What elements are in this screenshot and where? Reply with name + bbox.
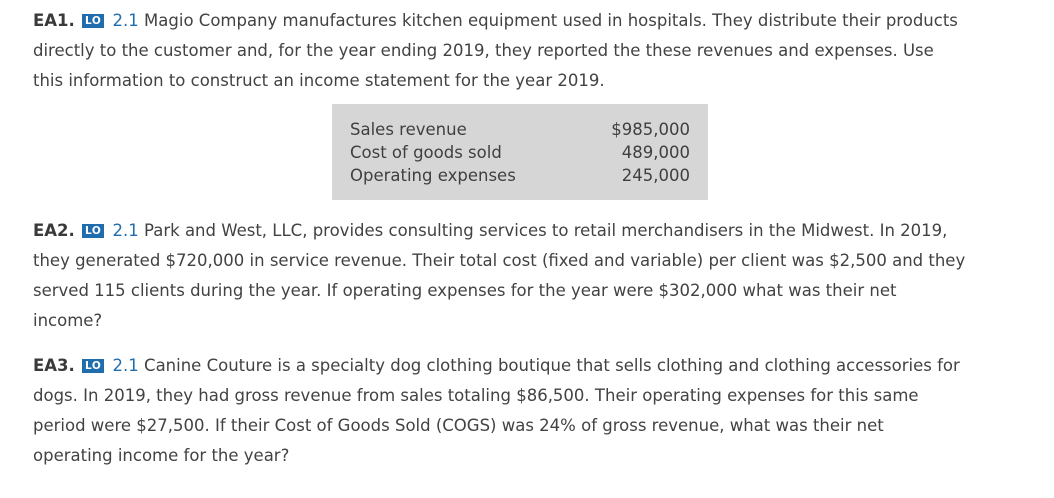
exercise-ea1-line-1: EA1. LO 2.1 Magio Company manufactures k… xyxy=(33,6,1023,36)
exercise-ea3: EA3. LO 2.1 Canine Couture is a specialt… xyxy=(33,351,1023,471)
exercise-id: EA3. xyxy=(33,356,75,375)
exercise-ea2-line-1: EA2. LO 2.1 Park and West, LLC, provides… xyxy=(33,216,1023,246)
exercise-id: EA2. xyxy=(33,221,75,240)
exercise-id: EA1. xyxy=(33,11,75,30)
exercise-text: Park and West, LLC, provides consulting … xyxy=(144,221,948,240)
exercise-ea1-line-2: directly to the customer and, for the ye… xyxy=(33,41,934,60)
learning-objective-badge: LO xyxy=(82,224,105,238)
exercise-text: Canine Couture is a specialty dog clothi… xyxy=(144,356,960,375)
exercise-ea3-line-3: period were $27,500. If their Cost of Go… xyxy=(33,416,884,435)
learning-objective-link[interactable]: 2.1 xyxy=(112,356,139,375)
exercise-ea2-line-3: served 115 clients during the year. If o… xyxy=(33,281,897,300)
row-label: Cost of goods sold xyxy=(350,143,502,162)
exercise-ea2-line-2: they generated $720,000 in service reven… xyxy=(33,251,966,270)
row-value: 489,000 xyxy=(621,143,690,162)
table-row: Cost of goods sold 489,000 xyxy=(350,141,690,164)
row-value: $985,000 xyxy=(611,120,690,139)
learning-objective-link[interactable]: 2.1 xyxy=(112,11,139,30)
exercise-ea2: EA2. LO 2.1 Park and West, LLC, provides… xyxy=(33,216,1023,336)
exercise-ea3-line-2: dogs. In 2019, they had gross revenue fr… xyxy=(33,386,919,405)
exercise-ea3-line-1: EA3. LO 2.1 Canine Couture is a specialt… xyxy=(33,351,1023,381)
financial-data-table: Sales revenue $985,000 Cost of goods sol… xyxy=(332,104,708,200)
learning-objective-badge: LO xyxy=(82,14,105,28)
row-label: Operating expenses xyxy=(350,166,516,185)
row-value: 245,000 xyxy=(621,166,690,185)
exercise-text: Magio Company manufactures kitchen equip… xyxy=(144,11,958,30)
learning-objective-badge: LO xyxy=(82,359,105,373)
exercise-ea1-line-3: this information to construct an income … xyxy=(33,71,605,90)
row-label: Sales revenue xyxy=(350,120,467,139)
exercise-ea3-line-4: operating income for the year? xyxy=(33,446,290,465)
learning-objective-link[interactable]: 2.1 xyxy=(112,221,139,240)
table-row: Operating expenses 245,000 xyxy=(350,164,690,187)
exercise-ea1: EA1. LO 2.1 Magio Company manufactures k… xyxy=(33,6,1023,96)
exercise-ea2-line-4: income? xyxy=(33,311,103,330)
table-row: Sales revenue $985,000 xyxy=(350,118,690,141)
